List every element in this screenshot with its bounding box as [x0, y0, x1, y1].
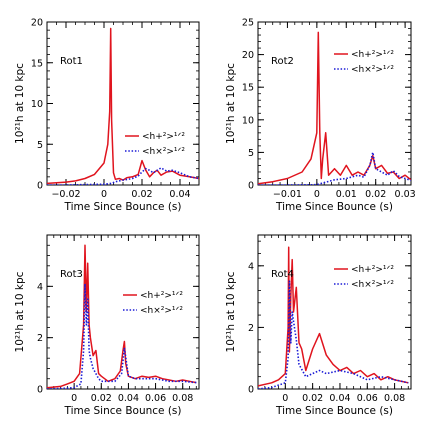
y-tick-label: 5 — [37, 140, 43, 151]
y-tick-label: 10 — [242, 115, 254, 126]
y-tick-label: 5 — [248, 148, 254, 159]
series-line-cross — [258, 280, 409, 389]
y-axis-label: 10²¹h at 10 kpc — [225, 63, 237, 144]
y-tick-label: 0 — [248, 181, 254, 192]
series-line-cross — [258, 151, 411, 185]
legend-label-plus: <h+²>¹ᐟ² — [140, 291, 183, 301]
x-tick-label: 0 — [282, 393, 288, 404]
y-tick-label: 4 — [248, 261, 254, 272]
x-axis-label: Time Since Bounce (s) — [63, 201, 181, 213]
x-tick-label: 0.08 — [172, 393, 193, 404]
panel-label: Rot1 — [60, 56, 83, 67]
y-tick-label: 20 — [242, 50, 254, 61]
legend: <h+²>¹ᐟ² <h×²>¹ᐟ² — [334, 265, 394, 290]
x-tick-label: 0 — [314, 189, 320, 200]
panel-label: Rot4 — [271, 269, 294, 280]
series-line-cross — [47, 167, 199, 185]
x-tick-label: −0.01 — [273, 189, 302, 200]
x-tick-label: 0.02 — [131, 189, 152, 200]
y-tick-label: 4 — [37, 282, 43, 293]
x-tick-label: 0.01 — [336, 189, 357, 200]
y-tick-label: 15 — [31, 58, 43, 69]
y-tick-label: 20 — [31, 18, 43, 29]
chart-panel-1: −0.02 0 0.02 0.04 0 5 10 15 20 Time Since Bounce … — [14, 18, 200, 213]
x-tick-label: 0.02 — [365, 189, 386, 200]
legend-label-cross: <h×²>¹ᐟ² — [351, 65, 394, 75]
x-axis-label: Time Since Bounce (s) — [63, 405, 181, 417]
x-tick-label: 0.06 — [145, 393, 166, 404]
y-tick-label: 0 — [37, 181, 43, 192]
chart-panel-2: −0.01 0 0.01 0.02 0.03 0 5 10 15 20 25 Time Since B… — [225, 18, 416, 214]
x-tick-label: 0.03 — [395, 189, 416, 200]
x-tick-label: 0.04 — [169, 189, 190, 200]
chart-panel-4: 0 0.02 0.04 0.06 0.08 0 2 4 Time Since Bounce (s… — [225, 234, 412, 417]
y-axis-label: 10²¹h at 10 kpc — [14, 271, 26, 352]
x-tick-label: 0.06 — [357, 393, 378, 404]
legend-label-plus: <h+²>¹ᐟ² — [351, 265, 394, 275]
legend-label-cross: <h×²>¹ᐟ² — [140, 306, 183, 316]
y-tick-label: 0 — [37, 385, 43, 396]
x-tick-label: 0.04 — [118, 393, 139, 404]
x-tick-label: 0.02 — [91, 393, 112, 404]
x-axis-label: Time Since Bounce (s) — [275, 201, 393, 213]
y-axis-label: 10²¹h at 10 kpc — [14, 63, 26, 144]
y-axis-label: 10²¹h at 10 kpc — [225, 271, 237, 352]
series-line-plus — [47, 27, 199, 185]
panel-label: Rot3 — [60, 269, 83, 280]
legend: <h+²>¹ᐟ² <h×²>¹ᐟ² — [123, 291, 183, 316]
y-tick-label: 2 — [248, 323, 254, 334]
legend: <h+²>¹ᐟ² <h×²>¹ᐟ² — [334, 50, 394, 75]
y-tick-label: 15 — [242, 83, 254, 94]
series-line-plus — [258, 246, 409, 387]
y-tick-label: 25 — [242, 18, 254, 29]
x-axis-label: Time Since Bounce (s) — [275, 405, 393, 417]
y-tick-label: 2 — [37, 333, 43, 344]
x-tick-label: 0.04 — [329, 393, 350, 404]
chart-panel-3: 0 0.02 0.04 0.06 0.08 0 2 4 Time Since Bounce (s… — [14, 234, 200, 417]
series-line-plus — [258, 31, 411, 185]
legend-label-cross: <h×²>¹ᐟ² — [351, 280, 394, 290]
legend-label-plus: <h+²>¹ᐟ² — [142, 132, 185, 142]
series-line-plus — [47, 244, 197, 389]
legend-label-plus: <h+²>¹ᐟ² — [351, 50, 394, 60]
plot-frame — [46, 21, 200, 186]
x-tick-label: 0.02 — [302, 393, 323, 404]
y-tick-label: 10 — [31, 99, 43, 110]
panel-label: Rot2 — [271, 56, 294, 67]
plot-frame — [257, 234, 412, 390]
y-tick-label: 0 — [248, 385, 254, 396]
legend: <h+²>¹ᐟ² <h×²>¹ᐟ² — [125, 132, 185, 157]
x-tick-label: −0.02 — [51, 189, 80, 200]
x-tick-label: 0 — [101, 189, 107, 200]
plot-frame — [257, 21, 412, 186]
plot-frame — [46, 234, 200, 390]
legend-label-cross: <h×²>¹ᐟ² — [142, 147, 185, 157]
x-tick-label: 0 — [71, 393, 77, 404]
x-tick-label: 0.08 — [384, 393, 405, 404]
